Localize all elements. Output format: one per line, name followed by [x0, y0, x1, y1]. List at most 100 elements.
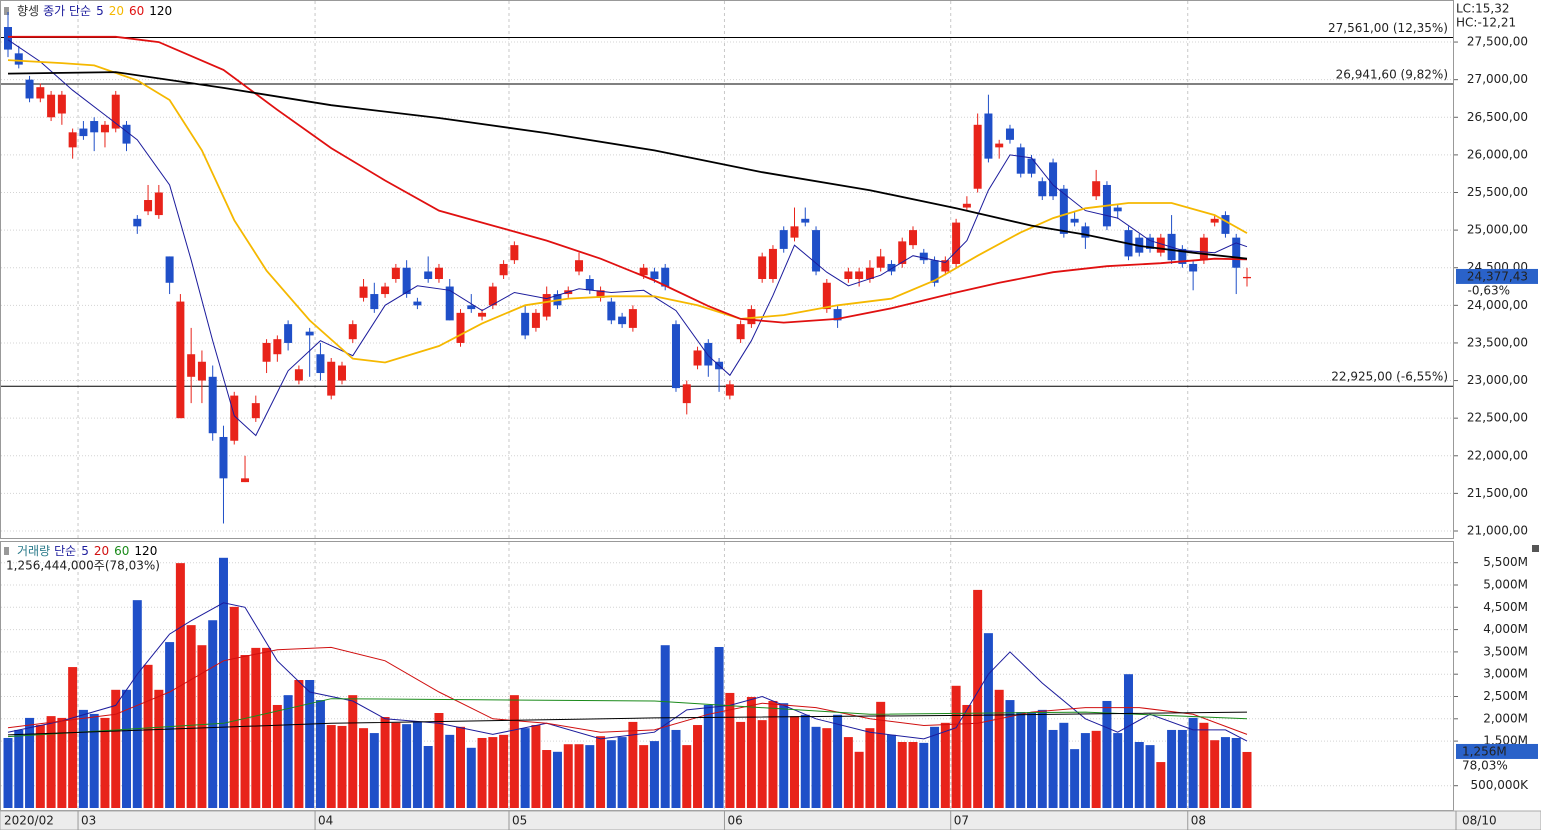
y-tick-label: 22,000,00 [1467, 448, 1528, 462]
volume-bar [1080, 733, 1090, 808]
candle-body [930, 260, 939, 283]
volume-bar [617, 737, 627, 808]
volume-bar [1037, 709, 1047, 808]
volume-bar [35, 725, 45, 808]
legend-entry: 120 [134, 544, 157, 558]
volume-bar [552, 751, 562, 808]
legend-label: 단순 [54, 544, 76, 558]
candle-body [693, 350, 702, 366]
volume-bar [854, 751, 864, 808]
candle-body [887, 263, 896, 272]
candle-body [898, 241, 907, 264]
volume-bar [369, 733, 379, 808]
candle-body [995, 143, 1004, 148]
candle-body [639, 267, 648, 276]
volume-summary: 1,256,444,000주(78,03%) [6, 559, 160, 573]
y-tick-label: 21,500,00 [1467, 486, 1528, 500]
ma-line [7, 698, 1248, 738]
candle-body [197, 361, 206, 381]
legend-entry: 20 [109, 4, 124, 18]
candle-body [208, 376, 217, 434]
candle-body [725, 384, 734, 396]
candle-body [25, 79, 34, 99]
legend-entry: 120 [149, 4, 172, 18]
volume-bar [272, 704, 282, 808]
volume-bar [1242, 751, 1252, 808]
volume-bar [1199, 722, 1209, 808]
candle-body [941, 260, 950, 272]
candle-body [790, 226, 799, 238]
last-volume-label: 1,256M [1462, 744, 1507, 758]
y-tick-label: 27,500,00 [1467, 35, 1528, 49]
ma-line [8, 35, 1248, 324]
candle-body [607, 301, 616, 321]
volume-bar [1177, 729, 1187, 808]
volume-bar [682, 745, 692, 808]
candle-body [1146, 237, 1155, 249]
candle-body [650, 271, 659, 280]
volume-bar [445, 734, 455, 808]
y-tick-label: 23,500,00 [1467, 335, 1528, 349]
candle-body [1113, 207, 1122, 212]
candle-body [661, 267, 670, 287]
volume-bar [789, 716, 799, 808]
candle-body [273, 339, 282, 355]
candle-body [962, 203, 971, 208]
volume-bar [886, 734, 896, 808]
candle-body [909, 230, 918, 246]
candle-body [294, 369, 303, 381]
candle-body [822, 282, 831, 310]
candle-body [434, 267, 443, 280]
volume-bar [1167, 729, 1177, 808]
legend-entry: 5 [96, 4, 104, 18]
volume-bar [843, 737, 853, 808]
volume-bar [574, 744, 584, 808]
volume-bar [337, 725, 347, 808]
ma-line [7, 59, 1248, 364]
panel-button[interactable] [1532, 545, 1539, 552]
volume-bar [283, 695, 293, 808]
volume-bar [488, 737, 498, 808]
candle-body [1016, 147, 1025, 174]
candle-body [1243, 276, 1251, 279]
volume-bar [908, 741, 918, 808]
candle-body [327, 361, 336, 396]
candle-body [618, 316, 627, 325]
volume-bar [736, 721, 746, 808]
ma-line [7, 71, 1248, 260]
volume-bar [973, 589, 983, 808]
volume-bar [57, 717, 67, 808]
y-tick-label: 25,500,00 [1467, 185, 1528, 199]
volume-bar [919, 742, 929, 808]
volume-bar [703, 704, 713, 808]
last-price-box [1456, 268, 1538, 284]
ratio-label: 78,03% [1462, 758, 1508, 772]
legend-entry: 5 [81, 544, 89, 558]
candle-body [768, 248, 777, 280]
volume-bar [229, 606, 239, 808]
volume-bar [154, 689, 164, 808]
y-tick-label: 26,000,00 [1467, 147, 1528, 161]
volume-bar [1091, 730, 1101, 808]
volume-bar [3, 737, 13, 808]
volume-bar [456, 726, 466, 808]
candle-body [122, 124, 131, 144]
volume-bar [477, 737, 487, 808]
candle-body [359, 286, 368, 298]
candle-body [596, 290, 605, 298]
candle-body [585, 279, 594, 291]
legend-icon [4, 547, 9, 555]
y-tick-label: 22,500,00 [1467, 411, 1528, 425]
ma-line [7, 602, 1248, 742]
candle-body [381, 286, 390, 295]
volume-bar [1123, 674, 1133, 808]
volume-bar [348, 695, 358, 808]
ma-line [7, 711, 1248, 736]
volume-bar [671, 729, 681, 808]
volume-bar [994, 689, 1004, 808]
candle-body [445, 286, 454, 321]
volume-bar [499, 734, 509, 808]
volume-bar [218, 557, 228, 808]
volume-bar [876, 701, 886, 808]
